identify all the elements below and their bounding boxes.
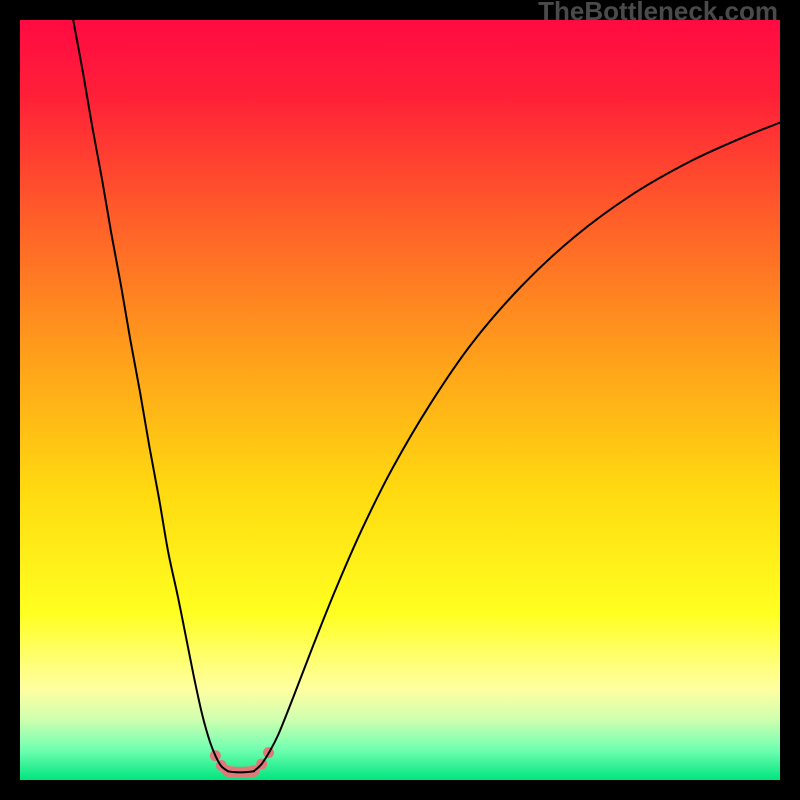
bottleneck-valley-flat <box>227 771 254 772</box>
watermark-text: TheBottleneck.com <box>538 0 778 27</box>
chart-container: TheBottleneck.com <box>0 0 800 800</box>
bottleneck-curve-right <box>254 123 780 771</box>
bottleneck-curve-left <box>73 20 227 771</box>
plot-area <box>20 20 780 780</box>
curve-layer <box>20 20 780 780</box>
